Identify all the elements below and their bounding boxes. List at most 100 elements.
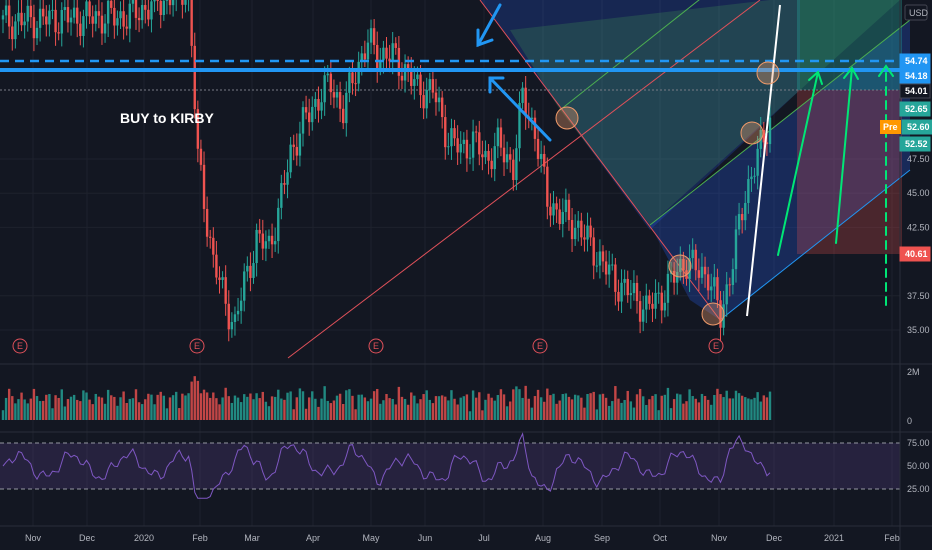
fib-zone-blue: [480, 0, 800, 230]
candle-body: [645, 295, 648, 310]
candle-body: [725, 284, 728, 305]
candle-body: [740, 214, 744, 221]
price-tag-box: [899, 246, 931, 262]
volume-bar: [598, 394, 602, 420]
price-tick-labels: 35.00 37.50 42.50 45.00 47.50: [907, 154, 930, 335]
candle-body: [539, 153, 543, 159]
candle-body: [623, 278, 626, 283]
volume-bar: [354, 409, 357, 420]
pivot-circle-oct: [668, 254, 692, 278]
candle-body: [38, 8, 42, 28]
earnings-marker[interactable]: [12, 338, 28, 354]
earnings-marker[interactable]: [189, 338, 205, 354]
volume-bar: [246, 396, 249, 420]
volume-bar: [623, 399, 626, 420]
price-tick: 45.00: [907, 188, 930, 198]
price-tag-value: 52.65: [905, 104, 928, 114]
candle-body: [317, 98, 320, 111]
candle-body: [744, 202, 747, 221]
volume-bar: [397, 386, 401, 420]
candle-body: [713, 277, 716, 287]
volume-bar: [666, 387, 670, 420]
volume-bar: [710, 404, 713, 420]
volume-bar: [768, 391, 772, 420]
volume-bar: [345, 390, 348, 420]
candle-body: [23, 21, 26, 26]
volume-bar: [264, 401, 268, 420]
candle-body: [4, 5, 8, 16]
volume-bar: [607, 405, 611, 420]
candle-body: [376, 44, 379, 70]
candle-body: [434, 92, 438, 103]
candle-body: [502, 147, 506, 163]
candle-body: [20, 12, 23, 26]
candle-body: [168, 0, 172, 6]
volume-bar: [713, 395, 716, 420]
volume-bar: [369, 398, 373, 420]
green-arrow-1-head: [808, 70, 823, 85]
pre-market-label: Pre: [883, 122, 898, 132]
candle-body: [304, 107, 308, 113]
volume-bar: [38, 401, 42, 420]
candle-body: [595, 265, 599, 267]
volume-bar: [685, 401, 688, 420]
candle-body: [611, 264, 614, 266]
candle-body: [363, 53, 367, 60]
stop-zone-red: [797, 90, 902, 254]
volume-bar: [459, 397, 462, 420]
volume-bar: [106, 389, 110, 420]
candle-body: [128, 3, 132, 29]
volume-bar: [747, 398, 750, 420]
volume-bar: [700, 393, 704, 420]
time-axis[interactable]: Nov Dec 2020 Feb Mar Apr May Jun Jul Aug Sep Oct Nov…: [25, 533, 900, 543]
candle-body: [57, 32, 60, 34]
volume-bar: [641, 396, 645, 420]
earnings-marker[interactable]: [708, 338, 724, 354]
volume-bar: [728, 398, 731, 420]
candle-body: [478, 132, 481, 155]
volume-bar: [292, 409, 295, 420]
candle-body: [555, 203, 558, 210]
earnings-marker[interactable]: [532, 338, 548, 354]
channel-line-upper: [559, 0, 700, 111]
volume-bar: [440, 395, 444, 420]
volume-bar: [88, 399, 91, 420]
candle-body: [338, 92, 342, 109]
volume-bar: [456, 404, 459, 420]
candle-body: [307, 112, 311, 123]
volume-bar: [691, 396, 694, 420]
candle-body: [63, 7, 67, 10]
currency-label: USD: [909, 8, 929, 18]
candle-body: [190, 0, 193, 46]
volume-bar: [731, 398, 735, 420]
volume-bar: [140, 404, 144, 420]
candle-body: [533, 117, 537, 139]
volume-bar: [357, 394, 360, 420]
candle-body: [332, 92, 336, 98]
volume-bar: [425, 390, 428, 420]
price-axis[interactable]: USD 35.00 37.50 42.50 45.00 47.50 54.74 54.18…: [880, 4, 932, 494]
volume-bar: [311, 391, 314, 420]
candle-body: [369, 28, 373, 43]
candle-body: [35, 27, 39, 39]
earnings-marker[interactable]: [368, 338, 384, 354]
earnings-label: E: [17, 341, 23, 351]
month-label: Aug: [535, 533, 551, 543]
volume-bar: [335, 395, 339, 420]
candle-body: [205, 208, 209, 237]
volume-bar: [239, 402, 243, 420]
volume-bar: [580, 397, 583, 420]
volume-bar: [11, 396, 14, 420]
volume-bar: [205, 392, 209, 420]
candle-body: [530, 117, 534, 119]
candle-body: [134, 0, 138, 18]
candle-body: [283, 183, 286, 185]
price-tick: 35.00: [907, 325, 930, 335]
price-tag-value: 54.18: [905, 71, 928, 81]
volume-bar: [645, 404, 648, 420]
candle-body: [66, 7, 70, 23]
volume-bar: [450, 390, 453, 420]
volume-bar: [428, 399, 431, 420]
volume-bar: [694, 398, 697, 420]
volume-bar: [660, 395, 663, 420]
